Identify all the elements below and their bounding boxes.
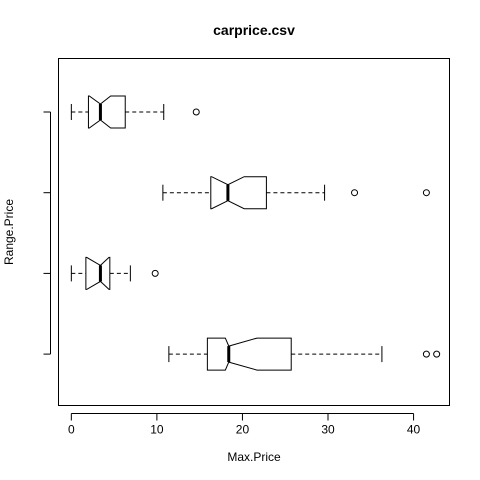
box-group [70,95,200,129]
plot-frame [58,58,450,406]
box-group [168,337,441,371]
notched-box [210,176,267,210]
notched-box [85,256,111,290]
outlier-point [192,108,200,116]
outlier-point [151,269,159,277]
chart-title: carprice.csv [213,22,295,38]
outlier-point [422,189,430,197]
x-tick-label: 20 [236,423,250,437]
notched-box [87,95,126,129]
notched-box [206,337,292,371]
box-layer [70,95,441,371]
outlier-point [433,350,441,358]
x-tick-label: 0 [68,423,75,437]
outlier-point [422,350,430,358]
box-group [70,256,159,290]
outlier-point [351,189,359,197]
x-tick-label: 40 [407,423,421,437]
box-group [162,176,430,210]
x-tick-label: 30 [321,423,335,437]
y-axis-label: Range.Price [2,199,16,265]
x-tick-label: 10 [150,423,164,437]
y-axis [43,111,51,355]
x-axis: 0 10 20 30 40 [68,413,421,437]
x-axis-label: Max.Price [227,450,281,464]
